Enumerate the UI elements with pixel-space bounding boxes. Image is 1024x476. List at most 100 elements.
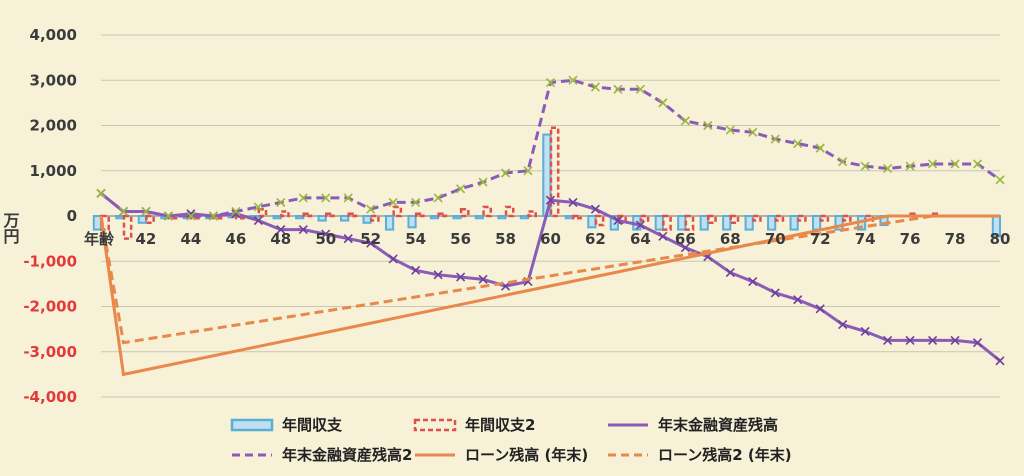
legend-annual-balance-swatch (230, 418, 274, 432)
point-financial-assets (433, 270, 443, 280)
bar-annual-balance-2 (437, 212, 448, 218)
point-financial-assets-2 (950, 159, 960, 169)
point-financial-assets (411, 265, 421, 275)
point-financial-assets (950, 335, 960, 346)
bar-annual-balance-2 (504, 205, 515, 218)
point-financial-assets-2 (635, 84, 645, 94)
point-financial-assets-2 (680, 116, 690, 126)
lines-layer (96, 75, 1005, 377)
x-tick-label: 56 (450, 230, 471, 248)
point-financial-assets (815, 304, 825, 314)
bar-annual-balance-2 (325, 212, 335, 218)
y-tick-label: -4,000 (23, 388, 77, 406)
point-financial-assets (590, 204, 601, 214)
x-tick-label: 58 (495, 230, 516, 248)
point-financial-assets-2 (231, 206, 241, 217)
point-financial-assets (748, 277, 758, 287)
bar-annual-balance (115, 215, 125, 220)
point-financial-assets (298, 225, 308, 235)
point-financial-assets (793, 295, 803, 305)
bar-annual-balance (429, 215, 440, 220)
point-financial-assets-2 (703, 120, 713, 131)
point-financial-assets (456, 272, 466, 282)
point-financial-assets (253, 215, 263, 226)
point-financial-assets-2 (96, 188, 106, 198)
point-financial-assets-2 (590, 82, 601, 92)
point-financial-assets-2 (995, 175, 1005, 185)
point-financial-assets-2 (186, 211, 196, 221)
bar-annual-balance (654, 215, 664, 231)
point-financial-assets (770, 288, 780, 298)
point-financial-assets-2 (838, 157, 848, 167)
bar-annual-balance-2 (752, 214, 762, 222)
x-axis-ticks: 42 44 46 48 50 52 54 56 58 60 62 64 66 68 70 72 74 76 78 80 (136, 230, 1011, 248)
bar-annual-balance-2 (662, 214, 672, 231)
bar-annual-balance-2 (729, 214, 740, 225)
bar-annual-balance-2 (684, 214, 695, 231)
bar-annual-balance (384, 215, 395, 231)
point-financial-assets-2 (883, 163, 893, 174)
bar-annual-balance-2 (819, 214, 830, 222)
legend-annual-balance-label: 年間収支 (282, 416, 343, 434)
point-financial-assets-2 (456, 184, 466, 194)
bar-annual-balance (587, 215, 597, 229)
point-financial-assets (276, 225, 286, 235)
point-financial-assets (478, 274, 488, 284)
bar-annual-balance (767, 215, 777, 231)
bar-annual-balance-2 (369, 214, 380, 222)
point-financial-assets-2 (141, 206, 151, 217)
point-financial-assets-2 (253, 202, 263, 212)
point-financial-assets-2 (972, 159, 983, 169)
x-tick-label: 78 (945, 230, 966, 248)
point-financial-assets (545, 195, 556, 205)
x-tick-label: 48 (270, 230, 291, 248)
y-axis-unit-label: 万円 (1, 212, 21, 245)
point-financial-assets-2 (208, 211, 218, 221)
bar-annual-balance (407, 215, 417, 229)
bar-annual-balance (677, 215, 687, 231)
x-tick-label: 44 (180, 230, 201, 248)
bar-annual-balance-2 (302, 212, 313, 218)
point-financial-assets-2 (298, 193, 308, 203)
bar-annual-balance (497, 215, 507, 220)
x-tick-label: 42 (136, 230, 157, 248)
bar-annual-balance (519, 215, 530, 220)
bar-annual-balance (744, 215, 754, 231)
legend-financial-assets-2-label: 年末金融資産残高2 (282, 446, 412, 464)
point-financial-assets-2 (928, 159, 938, 169)
bar-annual-balance-2 (280, 210, 290, 218)
bar-annual-balance-2 (347, 212, 358, 218)
point-financial-assets-2 (433, 193, 443, 203)
point-financial-assets (905, 335, 915, 346)
point-financial-assets-2 (545, 77, 556, 88)
point-financial-assets (972, 338, 983, 348)
point-financial-assets-2 (118, 206, 129, 217)
y-tick-label: 1,000 (30, 162, 77, 180)
point-financial-assets (321, 229, 331, 239)
y-tick-label: 3,000 (30, 71, 77, 89)
point-financial-assets-2 (815, 143, 825, 153)
legend-loan-balance-2-label: ローン残高2 (年末) (658, 446, 792, 464)
point-financial-assets-2 (905, 161, 915, 171)
bar-annual-balance-2 (841, 214, 852, 222)
bar-annual-balance-2 (774, 214, 785, 222)
bar-annual-balance (564, 215, 574, 220)
bar-annual-balance (789, 215, 799, 231)
y-axis-ticks: 4,000 3,000 2,000 1,000 0 -1,000 -2,000 -3,000 -… (23, 26, 77, 406)
point-financial-assets-2 (568, 75, 578, 85)
bar-annual-balance (609, 215, 619, 231)
bar-annual-balance (362, 215, 372, 224)
point-financial-assets-2 (276, 197, 286, 207)
bar-annual-balance (295, 215, 305, 220)
point-financial-assets-2 (163, 211, 173, 221)
point-financial-assets (388, 254, 398, 264)
bar-annual-balance (834, 215, 844, 231)
point-financial-assets-2 (725, 125, 735, 135)
point-financial-assets-2 (500, 168, 511, 178)
point-financial-assets (838, 320, 848, 330)
point-financial-assets-2 (793, 139, 803, 149)
point-financial-assets (860, 326, 870, 336)
point-financial-assets-2 (388, 197, 398, 207)
x-tick-label: 46 (225, 230, 246, 248)
